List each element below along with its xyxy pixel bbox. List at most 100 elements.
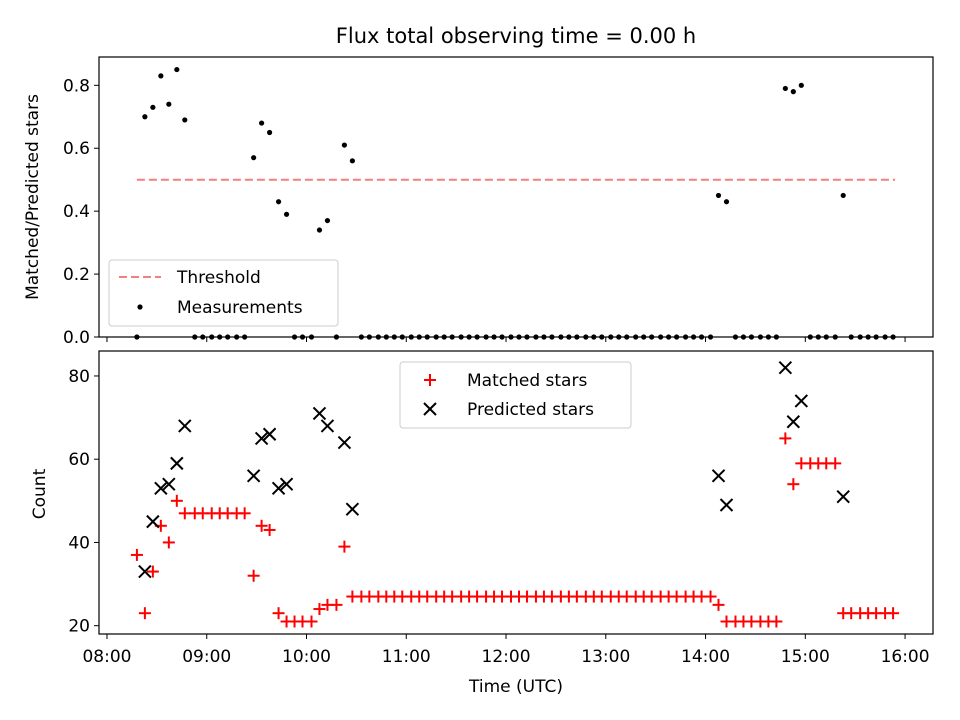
top-y-tick-label: 0.2 [63, 265, 90, 285]
predicted-point [138, 564, 152, 579]
x-tick-label: 08:00 [82, 647, 131, 667]
bottom-legend-box [399, 361, 632, 429]
predicted-point [711, 469, 726, 483]
x-tick-label: 14:00 [681, 647, 730, 667]
x-tick-label: 15:00 [781, 647, 830, 667]
matched-point [704, 590, 717, 603]
bottom-plot-frame [98, 350, 934, 635]
top-y-tick-label: 0.6 [63, 139, 90, 159]
matched-point [138, 607, 151, 620]
matched-point [829, 457, 842, 470]
top-legend-box [108, 259, 339, 327]
measurement-point [723, 199, 730, 205]
predicted-point [246, 469, 261, 483]
measurement-point [158, 73, 164, 79]
measurement-point [715, 192, 722, 199]
predicted-point [262, 427, 277, 441]
measurement-point [790, 89, 796, 95]
legend-predicted-swatch [423, 402, 437, 416]
predicted-point [271, 481, 286, 496]
x-axis-label: Time (UTC) [468, 677, 563, 697]
predicted-point [170, 456, 184, 471]
bottom-plot: 20 40 60 80 08:00 09:00 10:00 11:00 12:00 13:00 14… [68, 360, 930, 667]
matched-point [338, 540, 351, 553]
matched-point [330, 598, 343, 611]
top-y-tick-label: 0.8 [63, 76, 90, 96]
matched-point [779, 432, 792, 445]
top-legend: Threshold Measurements [108, 259, 339, 327]
matched-point [313, 603, 326, 616]
measurement-point [349, 158, 355, 164]
matched-point [787, 478, 800, 491]
bottom-legend: Matched stars Predicted stars [399, 361, 632, 429]
predicted-point [320, 419, 335, 433]
x-tick-label: 16:00 [881, 647, 930, 667]
measurement-point [840, 192, 846, 199]
measurement-point [798, 82, 804, 88]
measurement-point [174, 66, 180, 73]
measurement-point [266, 129, 273, 136]
matched-point [162, 536, 175, 549]
legend-measurements-swatch [137, 304, 143, 310]
x-tick-label: 09:00 [182, 647, 231, 667]
matched-point [255, 519, 268, 532]
predicted-point [778, 360, 793, 375]
measurement-point [341, 142, 348, 148]
predicted-point [312, 406, 327, 421]
top-y-tick-label: 0.0 [63, 328, 90, 348]
measurement-point [259, 120, 265, 126]
predicted-point [794, 394, 809, 408]
x-tick-label: 10:00 [282, 647, 331, 667]
predicted-point [146, 514, 160, 529]
predicted-point [337, 435, 352, 450]
predicted-point [154, 481, 168, 496]
matched-point [146, 565, 159, 578]
bottom-y-tick-label: 20 [68, 617, 90, 637]
predicted-point [279, 477, 294, 491]
measurement-point [166, 101, 172, 107]
predicted-point [786, 415, 801, 429]
measurement-point [782, 85, 788, 92]
top-plot-frame [98, 56, 934, 338]
legend-threshold-label: Threshold [176, 268, 261, 288]
predicted-point [345, 502, 360, 516]
matched-point [170, 494, 183, 507]
measurement-point [150, 104, 156, 110]
bottom-y-tick-label: 60 [68, 450, 90, 470]
predicted-point [178, 419, 192, 433]
predicted-point [719, 498, 734, 512]
matched-point [887, 607, 900, 620]
matched-point [263, 523, 276, 536]
x-tick-label: 12:00 [482, 647, 531, 667]
x-tick-label: 13:00 [581, 647, 630, 667]
bottom-y-tick-label: 80 [68, 367, 90, 387]
bottom-y-tick-label: 40 [68, 533, 90, 553]
legend-matched-label: Matched stars [467, 371, 587, 391]
matched-point [130, 548, 143, 561]
bottom-y-axis-label: Count [30, 468, 50, 519]
measurement-point [142, 114, 148, 120]
measurement-point [182, 117, 188, 123]
matched-point [770, 615, 783, 628]
measurement-point [283, 211, 290, 217]
legend-predicted-label: Predicted stars [467, 400, 594, 420]
predicted-point [162, 477, 176, 491]
top-y-axis-label: Matched/Predicted stars [23, 94, 43, 300]
measurement-point [251, 155, 257, 161]
legend-matched-swatch [424, 374, 436, 386]
x-tick-label: 11:00 [382, 647, 431, 667]
predicted-point [836, 489, 850, 504]
matched-point [305, 615, 318, 628]
measurement-point [275, 199, 282, 205]
matched-point [272, 607, 285, 620]
matched-point [238, 507, 251, 520]
matched-point [712, 598, 725, 611]
measurement-point [324, 217, 331, 224]
matched-point [247, 569, 260, 582]
chart-title: Flux total observing time = 0.00 h [336, 24, 696, 48]
legend-measurements-label: Measurements [177, 298, 303, 318]
predicted-point [254, 431, 269, 446]
measurement-point [316, 227, 323, 233]
top-y-tick-label: 0.4 [63, 202, 90, 222]
